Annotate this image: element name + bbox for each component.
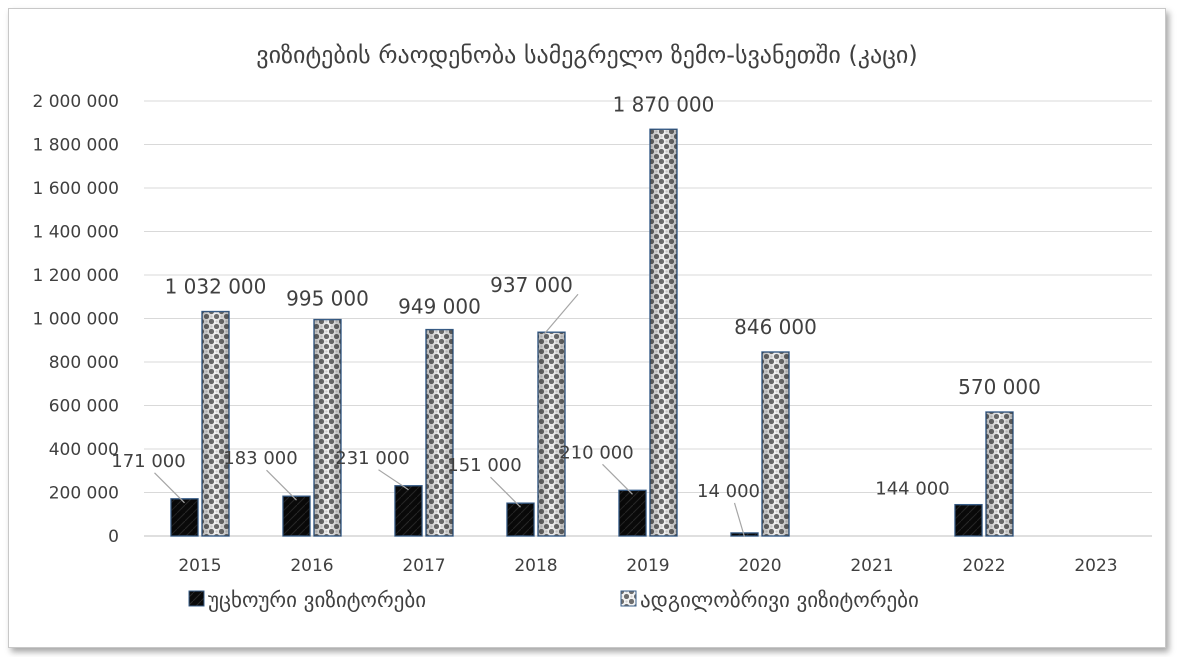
leader-line — [733, 502, 746, 538]
data-label-foreign: 231 000 — [335, 448, 409, 469]
data-label-domestic: 570 000 — [958, 375, 1041, 399]
leader-line — [490, 476, 521, 508]
chart-title: ვიზიტების რაოდენობა სამეგრელო ზემო-სვანე… — [256, 41, 917, 69]
data-label-domestic: 846 000 — [734, 315, 817, 339]
y-tick-label: 1 400 000 — [32, 223, 119, 243]
x-axis: 2015 2016 2017 2018 2019 2020 2021 2022 2023 — [178, 556, 1117, 576]
bar-shading — [283, 496, 310, 536]
y-tick-label: 600 000 — [49, 397, 119, 417]
bar-shading — [395, 485, 422, 536]
data-label-foreign: 183 000 — [223, 448, 297, 469]
y-tick-label: 0 — [108, 527, 119, 547]
leader-line — [154, 472, 185, 504]
bar-shading — [202, 311, 229, 536]
y-tick-label: 1 000 000 — [32, 310, 119, 330]
y-tick-label: 1 200 000 — [32, 266, 119, 286]
bar-shading — [538, 332, 565, 536]
leader-line — [378, 469, 409, 491]
x-tick-label: 2021 — [850, 556, 893, 576]
data-label-foreign: 144 000 — [875, 479, 949, 500]
gridlines — [144, 100, 1152, 537]
data-label-foreign: 210 000 — [559, 442, 633, 463]
legend-swatch — [620, 590, 637, 607]
bar-shading — [507, 503, 534, 536]
bar-shading — [171, 498, 198, 536]
leader-lines — [154, 293, 746, 538]
y-axis: 0 200 000 400 000 600 000 800 000 1 000 000 1 … — [32, 92, 119, 547]
x-tick-label: 2016 — [290, 556, 333, 576]
bar-shading — [762, 351, 789, 536]
chart-frame: ვიზიტების რაოდენობა სამეგრელო ზემო-სვანე… — [8, 8, 1166, 648]
bar-shading — [986, 412, 1013, 536]
x-tick-label: 2018 — [514, 556, 557, 576]
bars — [170, 128, 1014, 537]
leader-line — [266, 469, 297, 501]
y-tick-label: 400 000 — [49, 440, 119, 460]
bar-shading — [650, 129, 677, 536]
data-label-foreign: 171 000 — [111, 451, 185, 472]
x-tick-label: 2022 — [962, 556, 1005, 576]
data-label-foreign: 151 000 — [447, 455, 521, 476]
bar-shading — [619, 490, 646, 536]
data-label-domestic: 995 000 — [286, 287, 369, 311]
x-tick-label: 2020 — [738, 556, 781, 576]
y-tick-label: 2 000 000 — [32, 92, 119, 112]
x-tick-label: 2017 — [402, 556, 445, 576]
data-label-domestic: 1 032 000 — [165, 275, 267, 299]
y-tick-label: 1 600 000 — [32, 179, 119, 199]
y-tick-label: 200 000 — [49, 484, 119, 504]
leader-line — [602, 463, 633, 495]
data-labels: 171 000 1 032 000 183 000 995 000 231 000 949… — [111, 92, 1041, 502]
legend-swatch — [188, 590, 205, 607]
bar-shading — [731, 532, 758, 536]
leader-line — [543, 293, 579, 335]
data-label-foreign: 14 000 — [697, 481, 760, 502]
y-tick-label: 800 000 — [49, 353, 119, 373]
legend-label: უცხოური ვიზიტორები — [208, 588, 426, 612]
data-label-domestic: 1 870 000 — [613, 92, 715, 116]
legend: უცხოური ვიზიტორები ადგილობრივი ვიზიტორები — [188, 588, 919, 612]
bar-chart: ვიზიტების რაოდენობა სამეგრელო ზემო-სვანე… — [32, 41, 1152, 612]
data-label-domestic: 937 000 — [490, 273, 573, 297]
legend-label: ადგილობრივი ვიზიტორები — [640, 588, 919, 612]
data-label-domestic: 949 000 — [398, 295, 481, 319]
x-tick-label: 2019 — [626, 556, 669, 576]
x-tick-label: 2023 — [1074, 556, 1117, 576]
x-tick-label: 2015 — [178, 556, 221, 576]
bar-shading — [426, 329, 453, 536]
bar-shading — [955, 504, 982, 536]
bar-shading — [314, 319, 341, 536]
y-tick-label: 1 800 000 — [32, 136, 119, 156]
